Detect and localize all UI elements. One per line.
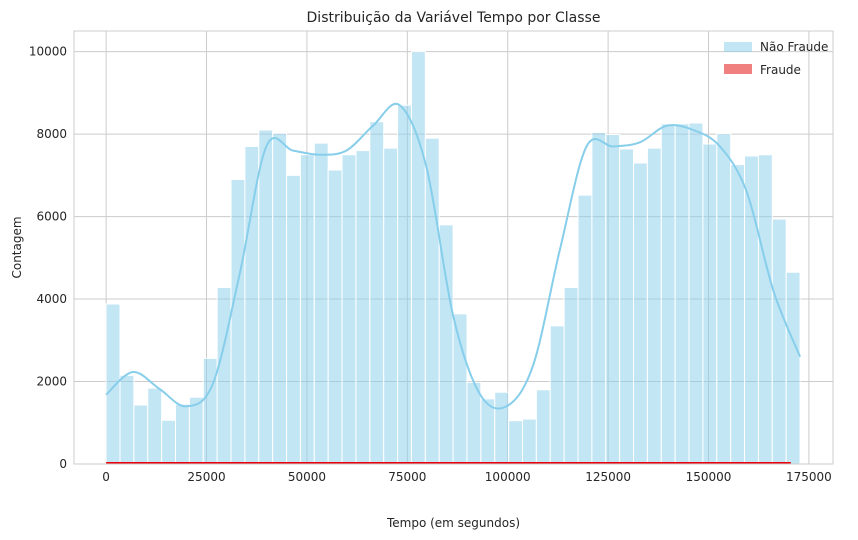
bar-nao-fraude-31: [535, 389, 551, 465]
bar-nao-fraude-17: [341, 154, 357, 465]
bar-nao-fraude-35: [591, 131, 607, 465]
bar-nao-fraude-11: [258, 129, 274, 465]
x-tick-label-7: 175000: [786, 470, 832, 484]
legend: Não Fraude Fraude: [724, 40, 828, 77]
legend-swatch-nao-fraude: [724, 42, 752, 52]
x-tick-label-3: 75000: [388, 470, 426, 484]
bar-nao-fraude-25: [452, 313, 468, 465]
bar-nao-fraude-29: [508, 420, 523, 465]
kde-line-nao-fraude: [105, 102, 802, 410]
bar-nao-fraude-43: [702, 143, 718, 465]
x-tick-label-1: 25000: [187, 470, 225, 484]
bar-nao-fraude-37: [619, 148, 635, 465]
x-tick-label-5: 125000: [585, 470, 631, 484]
bar-nao-fraude-10: [244, 145, 260, 465]
bar-nao-fraude-47: [757, 154, 773, 465]
bar-nao-fraude-28: [494, 391, 510, 465]
y-tick-label-0: 0: [59, 457, 67, 471]
bar-nao-fraude-12: [272, 132, 288, 465]
x-tick-labels: 0 25000 50000 75000 100000 125000 150000 175000: [102, 470, 832, 484]
plot-frame: [73, 30, 834, 465]
bar-nao-fraude-16: [327, 169, 343, 465]
x-tick-label-4: 100000: [485, 470, 531, 484]
x-tick-label-0: 0: [102, 470, 110, 484]
bar-nao-fraude-39: [646, 147, 662, 465]
y-tick-label-4: 8000: [36, 127, 67, 141]
bar-nao-fraude-4: [161, 419, 177, 465]
bar-nao-fraude-27: [480, 398, 496, 465]
bar-nao-fraude-40: [660, 123, 676, 465]
bar-nao-fraude-41: [674, 123, 690, 465]
bar-nao-fraude-34: [577, 194, 593, 465]
legend-swatch-fraude: [724, 64, 752, 74]
x-tick-label-2: 50000: [288, 470, 326, 484]
x-tick-label-6: 150000: [686, 470, 732, 484]
bar-nao-fraude-33: [563, 287, 579, 465]
bars-nao-fraude: [105, 51, 801, 465]
bar-nao-fraude-3: [147, 387, 163, 465]
y-tick-labels: 0 2000 4000 6000 8000 10000: [29, 45, 67, 471]
bar-nao-fraude-18: [355, 150, 371, 465]
bar-nao-fraude-20: [383, 147, 399, 465]
bar-nao-fraude-0: [105, 303, 121, 465]
bar-nao-fraude-1: [119, 374, 135, 465]
bar-nao-fraude-42: [688, 122, 704, 465]
bar-nao-fraude-9: [230, 178, 246, 465]
y-tick-label-3: 6000: [36, 210, 67, 224]
y-tick-label-1: 2000: [36, 375, 67, 389]
y-axis-title: Contagem: [10, 216, 24, 278]
bar-nao-fraude-5: [175, 403, 190, 465]
legend-label-fraude: Fraude: [760, 63, 801, 77]
bar-nao-fraude-22: [410, 51, 426, 465]
x-axis-title: Tempo (em segundos): [386, 516, 520, 530]
bar-nao-fraude-46: [744, 155, 759, 465]
bar-nao-fraude-19: [369, 121, 385, 465]
bar-nao-fraude-21: [397, 104, 412, 465]
y-tick-label-2: 4000: [36, 292, 67, 306]
chart-title: Distribuição da Variável Tempo por Class…: [307, 10, 601, 26]
bar-nao-fraude-6: [188, 396, 204, 465]
bar-nao-fraude-26: [466, 381, 482, 465]
bar-nao-fraude-13: [286, 174, 301, 465]
bar-nao-fraude-48: [771, 218, 787, 465]
y-tick-label-5: 10000: [29, 45, 67, 59]
bar-nao-fraude-32: [549, 325, 565, 465]
legend-label-nao-fraude: Não Fraude: [760, 40, 828, 54]
bar-nao-fraude-24: [438, 224, 454, 465]
bar-nao-fraude-2: [133, 404, 149, 465]
bar-nao-fraude-45: [730, 164, 746, 465]
bar-nao-fraude-38: [633, 162, 648, 465]
bar-nao-fraude-23: [424, 137, 440, 465]
bar-nao-fraude-49: [785, 271, 801, 465]
bar-nao-fraude-36: [605, 134, 621, 465]
bar-nao-fraude-30: [521, 418, 537, 465]
bar-nao-fraude-44: [716, 133, 732, 465]
bar-nao-fraude-14: [299, 154, 315, 465]
bar-nao-fraude-8: [216, 287, 232, 465]
bar-nao-fraude-15: [313, 142, 329, 465]
